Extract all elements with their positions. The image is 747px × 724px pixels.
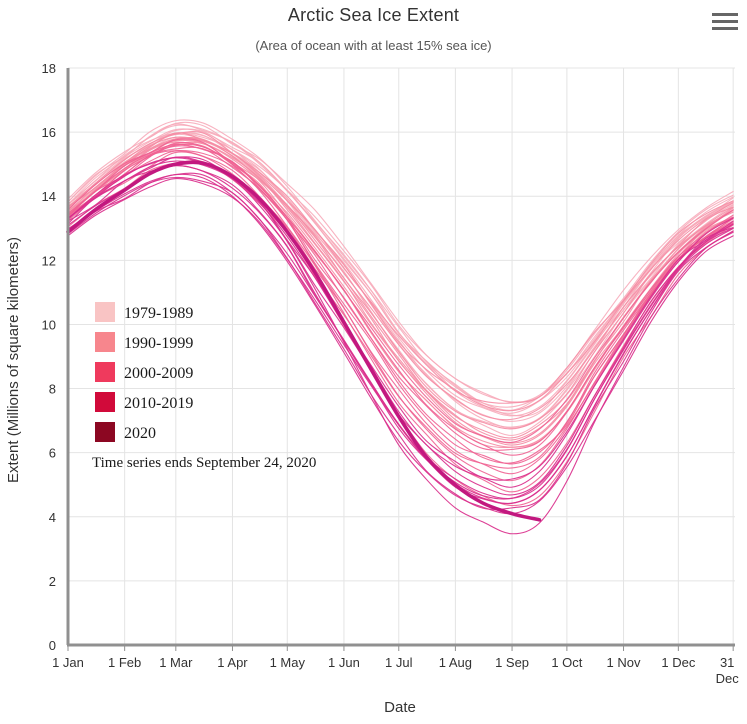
legend-label: 1979-1989	[124, 305, 193, 322]
menu-bar-3	[712, 26, 738, 30]
x-tick-label: 1 Feb	[108, 655, 141, 670]
legend-label: 2020	[124, 425, 156, 442]
legend-label: 2010-2019	[124, 395, 193, 412]
x-tick-label: 1 Oct	[551, 655, 582, 670]
x-tick-label: 1 Jul	[385, 655, 413, 670]
y-tick-label: 6	[49, 446, 56, 461]
x-tick-label: 1 Nov	[607, 655, 641, 670]
x-tick-label: 31 Dec	[716, 655, 740, 686]
x-axis-ticks: 1 Jan 1 Feb 1 Mar 1 Apr 1 May 1 Jun 1 Jul 1 Aug…	[52, 645, 739, 686]
x-tick-label: 1 May	[270, 655, 306, 670]
y-tick-label: 4	[49, 510, 56, 525]
legend-label: 2000-2009	[124, 365, 193, 382]
hamburger-menu-icon[interactable]	[712, 10, 738, 32]
legend-swatch[interactable]	[95, 392, 115, 412]
series-lines	[66, 119, 734, 535]
menu-bar-2	[712, 19, 738, 23]
menu-bar-1	[712, 12, 738, 16]
y-axis-ticks: 0 2 4 6 8 10 12 14 16 18	[42, 61, 56, 653]
x-tick-label: 1 Mar	[159, 655, 193, 670]
x-tick-label: 1 Sep	[495, 655, 529, 670]
y-axis-title: Extent (Millions of square kilometers)	[5, 237, 22, 483]
y-tick-label: 16	[42, 125, 56, 140]
legend-swatch[interactable]	[95, 422, 115, 442]
legend-swatch[interactable]	[95, 332, 115, 352]
y-tick-label: 14	[42, 189, 56, 204]
x-tick-label: 1 Jun	[328, 655, 360, 670]
y-tick-label: 8	[49, 382, 56, 397]
x-axis-title: Date	[384, 699, 416, 716]
legend-label: 1990-1999	[124, 335, 193, 352]
legend-swatch[interactable]	[95, 302, 115, 322]
chart-legend: 1979-1989 1990-1999 2000-2009 2010-2019 2020…	[92, 302, 316, 471]
y-tick-label: 0	[49, 638, 56, 653]
y-tick-label: 10	[42, 317, 56, 332]
series-end-annotation: Time series ends September 24, 2020	[92, 455, 316, 471]
x-tick-label: 1 Apr	[217, 655, 248, 670]
y-tick-label: 18	[42, 61, 56, 76]
chart-subtitle: (Area of ocean with at least 15% sea ice…	[255, 38, 492, 53]
legend-swatch[interactable]	[95, 362, 115, 382]
x-tick-label: 1 Dec	[661, 655, 695, 670]
chart-title: Arctic Sea Ice Extent	[287, 5, 460, 25]
y-tick-label: 2	[49, 574, 56, 589]
x-tick-label: 1 Jan	[52, 655, 84, 670]
y-tick-label: 12	[42, 253, 56, 268]
x-tick-label: 1 Aug	[439, 655, 472, 670]
